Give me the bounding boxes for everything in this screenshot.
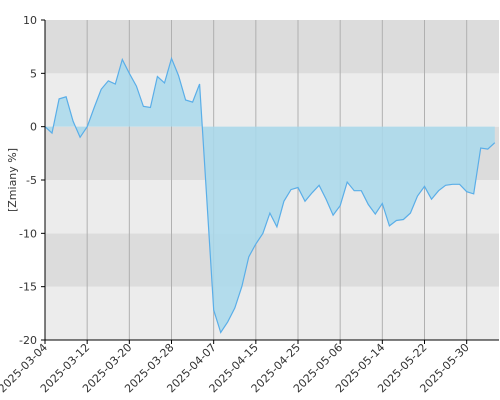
y-tick-label: 0 bbox=[30, 121, 37, 134]
y-axis-label: [Zmiany %] bbox=[6, 148, 19, 212]
y-tick-label: -15 bbox=[19, 281, 37, 294]
y-tick-label: -20 bbox=[19, 334, 37, 347]
y-tick-label: 5 bbox=[30, 67, 37, 80]
y-tick-label: 10 bbox=[23, 14, 37, 27]
background-band bbox=[45, 20, 499, 74]
area-fill bbox=[45, 58, 495, 333]
background-band bbox=[45, 286, 499, 340]
line bbox=[44, 56, 496, 334]
background-band bbox=[45, 233, 499, 287]
y-tick-label: -5 bbox=[26, 174, 37, 187]
y-tick-label: -10 bbox=[19, 227, 37, 240]
